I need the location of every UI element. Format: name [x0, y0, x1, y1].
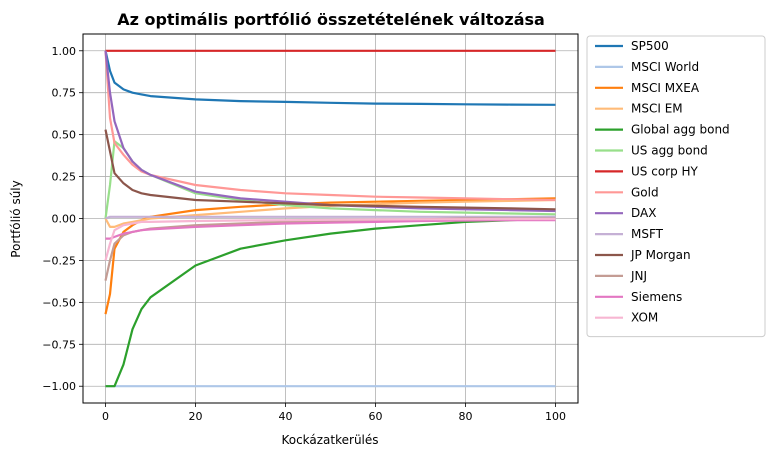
chart-title: Az optimális portfólió összetételének vá…	[117, 10, 545, 29]
x-tick-label: 100	[545, 410, 566, 423]
series-line-msci-em	[104, 198, 556, 228]
legend-box	[586, 35, 766, 338]
x-tick-label: 0	[102, 410, 109, 423]
series-lines	[104, 49, 556, 388]
legend-label: Gold	[631, 185, 659, 199]
y-tick-label: −0.25	[42, 254, 76, 267]
x-tick-label: 60	[369, 410, 383, 423]
legend-label: DAX	[631, 206, 656, 220]
legend-label: MSCI EM	[631, 102, 683, 116]
series-line-msft	[105, 215, 556, 220]
legend-label: SP500	[631, 39, 669, 53]
legend-label: US corp HY	[631, 164, 699, 178]
x-tick-label: 80	[459, 410, 473, 423]
legend-label: JP Morgan	[630, 248, 691, 262]
legend-label: MSFT	[631, 227, 664, 241]
series-line-jp-morgan	[104, 129, 556, 211]
x-axis-label: Kockázatkerülés	[281, 433, 378, 447]
x-tick-label: 20	[189, 410, 203, 423]
axis-ticks: 0 20 40 60 80 100 1.00 0.75 0.50 0.25 0.00 −0.25 −0.…	[42, 45, 566, 423]
legend-label: JNJ	[630, 269, 647, 283]
y-tick-label: −0.75	[42, 338, 76, 351]
series-line-siemens	[105, 219, 556, 240]
y-axis-label: Portfólió súly	[9, 180, 23, 257]
y-tick-label: −0.50	[42, 296, 76, 309]
legend-label: Global agg bond	[631, 123, 730, 137]
series-line-gold	[104, 50, 556, 202]
legend-label: Siemens	[631, 290, 682, 304]
y-tick-label: 0.00	[52, 213, 77, 226]
x-tick-label: 40	[279, 410, 293, 423]
series-line-xom	[104, 217, 556, 261]
y-tick-label: 0.25	[52, 171, 77, 184]
series-line-us-agg-bond	[104, 140, 556, 219]
series-line-sp500	[104, 50, 556, 106]
series-line-global-agg-bond	[105, 217, 556, 388]
legend-label: MSCI World	[631, 60, 699, 74]
y-tick-label: 0.50	[52, 129, 77, 142]
y-tick-label: 0.75	[52, 87, 77, 100]
legend-label: US agg bond	[631, 144, 708, 158]
legend-label: MSCI MXEA	[631, 81, 700, 95]
y-tick-label: −1.00	[42, 380, 76, 393]
legend: SP500 MSCI World MSCI MXEA MSCI EM Global ag…	[586, 35, 766, 338]
series-line-dax	[104, 50, 556, 213]
legend-label: XOM	[631, 311, 658, 325]
y-tick-label: 1.00	[52, 45, 77, 58]
